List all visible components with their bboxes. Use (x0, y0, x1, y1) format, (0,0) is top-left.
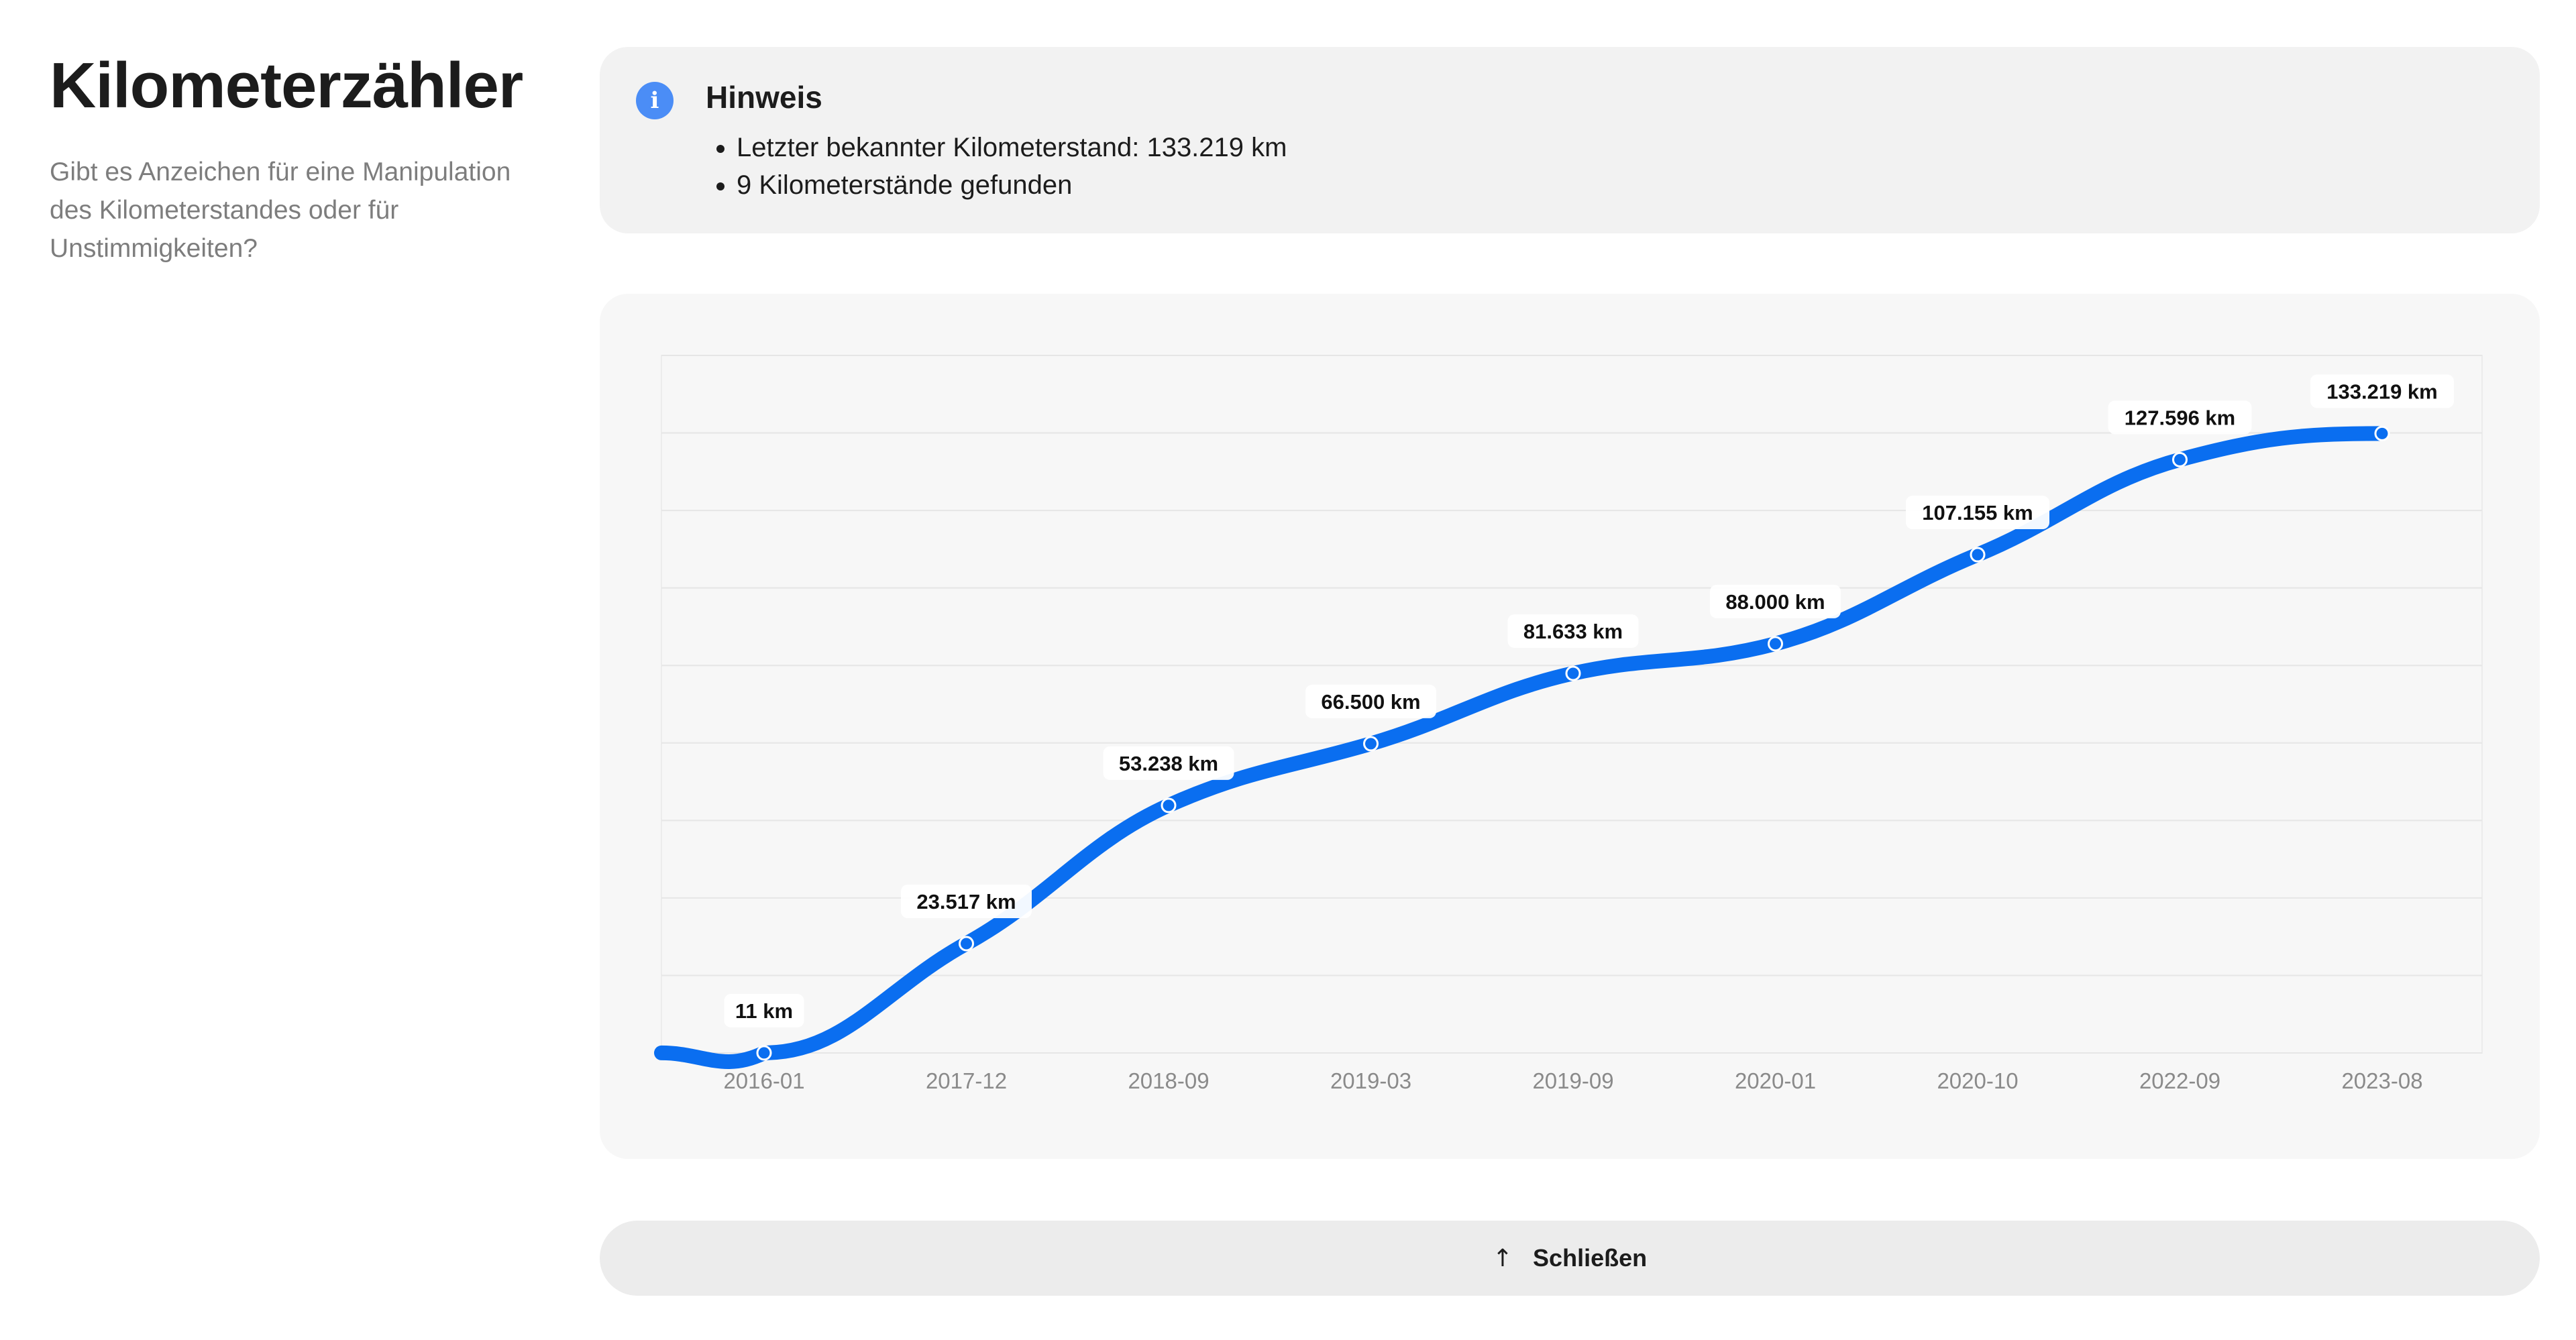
x-tick-label: 2018-09 (1128, 1068, 1209, 1093)
notice-item-last-mileage: Letzter bekannter Kilometerstand: 133.21… (737, 129, 1287, 166)
page-title: Kilometerzähler (50, 50, 523, 121)
data-label: 88.000 km (1725, 590, 1825, 614)
x-tick-label: 2023-08 (2341, 1068, 2422, 1093)
data-label: 23.517 km (916, 890, 1016, 913)
x-tick-label: 2016-01 (723, 1068, 804, 1093)
data-label: 127.596 km (2125, 406, 2235, 429)
data-point (959, 936, 974, 952)
close-button-label: Schließen (1533, 1244, 1648, 1272)
data-label-bg (1305, 684, 1436, 718)
data-label-bg (1103, 746, 1234, 780)
data-label-bg (901, 884, 1032, 918)
data-label: 66.500 km (1321, 690, 1420, 714)
mileage-chart: 11 km 2016-01 23.517 km 2017-12 53.238 km 201… (654, 355, 2483, 1093)
notice-box: i Hinweis Letzter bekannter Kilometersta… (600, 47, 2540, 233)
data-point (1970, 547, 1986, 563)
page-subtitle: Gibt es Anzeichen für eine Manipulation … (50, 158, 511, 263)
data-point (1565, 665, 1581, 681)
x-tick-label: 2020-10 (1937, 1068, 2018, 1093)
x-tick-label: 2022-09 (2139, 1068, 2220, 1093)
data-point (2374, 425, 2390, 441)
series-line (654, 426, 2390, 1069)
notice-title: Hinweis (706, 80, 822, 115)
x-tick-label: 2017-12 (926, 1068, 1007, 1093)
data-label: 81.633 km (1523, 620, 1623, 643)
data-point (1363, 736, 1379, 752)
data-point (1768, 636, 1783, 652)
data-label-bg (724, 993, 804, 1027)
data-label: 11 km (735, 999, 793, 1023)
close-button[interactable]: ↑ Schließen (600, 1221, 2540, 1296)
notice-item-count: 9 Kilometerstände gefunden (737, 166, 1287, 204)
data-label: 53.238 km (1119, 752, 1218, 775)
data-label: 133.219 km (2326, 380, 2437, 403)
data-label-bg (2108, 400, 2252, 435)
info-icon: i (636, 82, 674, 119)
data-point (756, 1045, 772, 1061)
plot-area (661, 355, 2483, 1054)
notice-list: Letzter bekannter Kilometerstand: 133.21… (737, 129, 1287, 204)
arrow-up-icon: ↑ (1492, 1244, 1513, 1272)
data-label-bg (1710, 584, 1841, 618)
x-tick-label: 2020-01 (1735, 1068, 1816, 1093)
data-label-bg (1906, 496, 2049, 530)
data-label-bg (1507, 614, 1639, 649)
mileage-chart-card: 11 km 2016-01 23.517 km 2017-12 53.238 km 201… (600, 294, 2540, 1159)
data-label: 107.155 km (1922, 501, 2033, 524)
data-point (1161, 797, 1177, 814)
x-tick-label: 2019-03 (1330, 1068, 1411, 1093)
data-label-bg (2310, 374, 2454, 408)
section-header: Kilometerzähler Gibt es Anzeichen für ei… (50, 48, 559, 268)
x-tick-label: 2019-09 (1532, 1068, 1613, 1093)
data-point (2172, 451, 2188, 467)
